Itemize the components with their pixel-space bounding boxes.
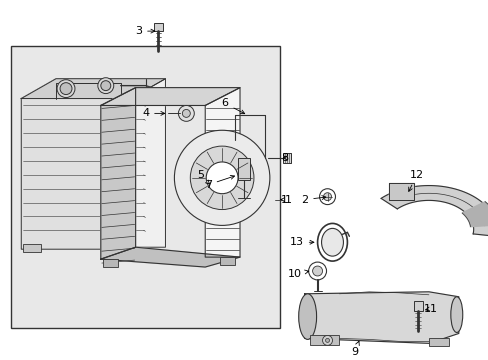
Text: 6: 6 [221,99,244,114]
Circle shape [308,262,326,280]
Text: 3: 3 [135,26,155,36]
Ellipse shape [450,297,462,332]
Polygon shape [101,247,240,267]
Ellipse shape [321,228,343,256]
Circle shape [190,146,253,210]
Text: 2: 2 [301,195,325,204]
Bar [105,244,123,252]
Ellipse shape [317,224,346,261]
Polygon shape [101,87,135,259]
Circle shape [174,130,269,225]
Bar [428,338,448,346]
Circle shape [182,109,190,117]
Polygon shape [101,87,240,105]
Bar [102,259,118,267]
Text: 1: 1 [280,195,288,204]
Polygon shape [461,202,488,227]
Bar [238,158,249,180]
Circle shape [312,266,322,276]
Polygon shape [21,79,145,249]
Circle shape [322,336,332,345]
Bar [23,244,41,252]
Text: 1: 1 [284,195,291,204]
Polygon shape [380,185,488,236]
Polygon shape [304,292,458,343]
Circle shape [206,162,238,194]
Circle shape [57,80,75,98]
Circle shape [60,83,72,95]
Text: 5: 5 [196,170,209,184]
Bar [11,46,279,328]
Text: 11: 11 [423,304,437,314]
Polygon shape [205,87,240,257]
Circle shape [325,338,329,342]
Text: 9: 9 [350,341,359,357]
Circle shape [178,105,194,121]
Circle shape [101,81,111,91]
Ellipse shape [298,294,316,339]
Text: 10: 10 [287,269,308,279]
Circle shape [323,193,331,201]
Polygon shape [388,183,413,200]
Circle shape [319,189,335,204]
Text: 13: 13 [289,237,313,247]
Text: 12: 12 [408,170,423,192]
Text: 7: 7 [204,175,234,190]
Polygon shape [130,79,165,247]
Bar [309,336,339,345]
Text: 8: 8 [281,153,288,163]
Bar [153,23,163,31]
Polygon shape [21,79,165,99]
Text: 4: 4 [142,108,164,118]
Bar [282,153,290,163]
Circle shape [98,78,114,94]
Bar [413,301,422,311]
Bar [220,257,235,265]
